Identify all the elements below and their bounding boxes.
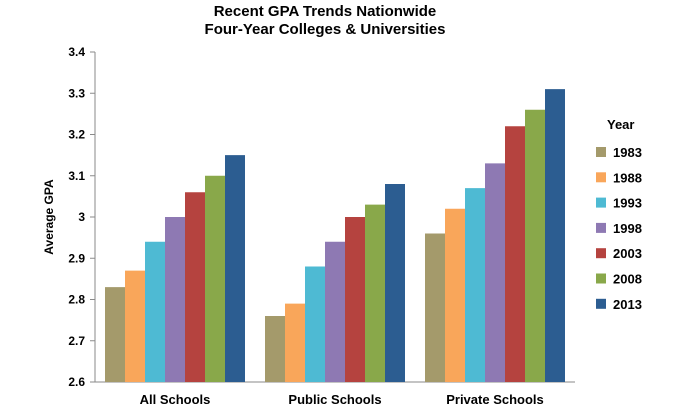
y-tick-label: 2.7: [68, 334, 85, 348]
bar-1998-2: [325, 241, 345, 382]
y-tick-label: 3: [78, 210, 85, 224]
y-tick-label: 3.2: [68, 128, 85, 142]
x-category-label: All Schools: [140, 392, 211, 407]
bar-2008-1: [205, 175, 225, 382]
x-category-label: Public Schools: [288, 392, 381, 407]
y-tick-label: 3.4: [68, 45, 85, 59]
chart-title: Recent GPA Trends Nationwide: [213, 3, 437, 20]
bar-1988-3: [445, 208, 465, 382]
y-tick-label: 2.9: [68, 251, 85, 265]
bar-1983-2: [265, 316, 285, 382]
y-axis-label: Average GPA: [42, 179, 56, 255]
bar-1998-1: [165, 217, 185, 382]
legend-swatch-2008: [596, 273, 606, 284]
bar-2003-2: [345, 217, 365, 382]
legend-swatch-1988: [596, 172, 606, 183]
x-category-label: Private Schools: [446, 392, 544, 407]
legend-swatch-1993: [596, 197, 606, 208]
bar-1993-1: [145, 241, 165, 382]
bar-2013-2: [385, 184, 405, 382]
bar-2013-1: [225, 155, 245, 382]
bar-2008-2: [365, 204, 385, 382]
legend-label-2013: 2013: [613, 297, 642, 312]
y-tick-label: 3.3: [68, 86, 85, 100]
bar-1993-3: [465, 188, 485, 382]
bar-2008-3: [525, 109, 545, 382]
bar-2003-1: [185, 192, 205, 382]
legend-label-2008: 2008: [613, 272, 642, 287]
bar-1988-2: [285, 303, 305, 382]
legend-swatch-1998: [596, 222, 606, 233]
bar-1983-1: [105, 287, 125, 382]
legend-swatch-2003: [596, 248, 606, 259]
bar-1988-1: [125, 270, 145, 382]
y-tick-label: 2.8: [68, 293, 85, 307]
legend-swatch-2013: [596, 298, 606, 309]
bar-1998-3: [485, 163, 505, 382]
chart-subtitle: Four-Year Colleges & Universities: [204, 21, 446, 38]
bar-2013-3: [545, 89, 565, 382]
legend-label-1998: 1998: [613, 221, 642, 236]
legend-label-1983: 1983: [613, 145, 642, 160]
y-tick-label: 2.6: [68, 375, 85, 389]
legend-label-1993: 1993: [613, 196, 642, 211]
legend-label-2003: 2003: [613, 246, 642, 261]
y-tick-label: 3.1: [68, 169, 85, 183]
legend-title: Year: [607, 117, 635, 132]
legend-label-1988: 1988: [613, 170, 642, 185]
legend-swatch-1983: [596, 147, 606, 157]
bar-1983-3: [425, 233, 445, 382]
bar-2003-3: [505, 126, 525, 382]
bar-1993-2: [305, 266, 325, 382]
